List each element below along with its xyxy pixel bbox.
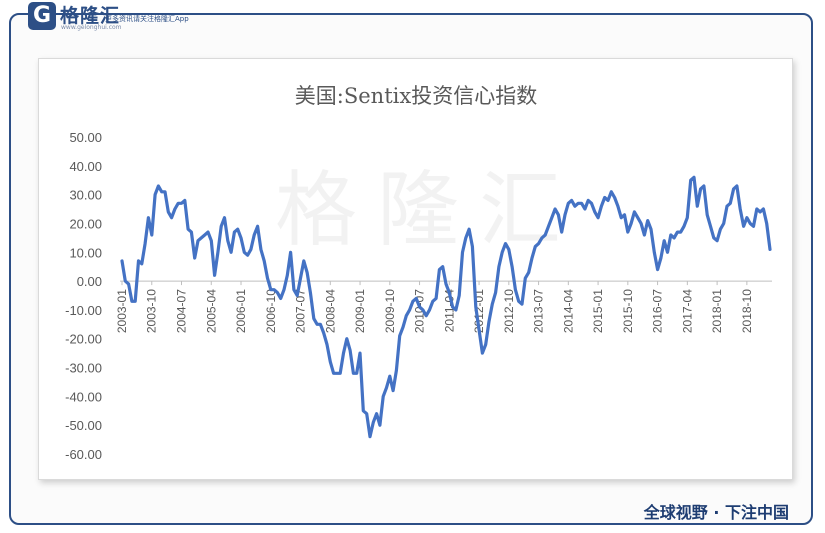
x-tick-label: 2018-01 bbox=[710, 289, 724, 333]
y-tick-label: 10.00 bbox=[69, 245, 102, 260]
x-tick-label: 2005-04 bbox=[204, 289, 218, 333]
x-axis: 2003-01 2003-10 2004-07 2005-04 2006-01 2006-… bbox=[115, 280, 772, 333]
y-tick-label: -50.00 bbox=[65, 418, 102, 433]
x-tick-label: 2017-04 bbox=[680, 289, 694, 333]
x-tick-label: 2009-10 bbox=[383, 289, 397, 333]
x-tick-label: 2016-07 bbox=[651, 289, 665, 333]
brand-slogan: 全球视野 · 下注中国 bbox=[639, 499, 793, 523]
chart-panel bbox=[38, 58, 793, 480]
x-tick-label: 2009-01 bbox=[353, 289, 367, 333]
brand-name: 格隆汇 bbox=[60, 5, 121, 27]
y-tick-label: -60.00 bbox=[65, 447, 102, 462]
x-tick-label: 2006-01 bbox=[234, 289, 248, 333]
x-tick-label: 2004-07 bbox=[175, 289, 189, 333]
watermark: 格隆汇 bbox=[275, 163, 581, 258]
y-tick-label: 40.00 bbox=[69, 159, 102, 174]
y-tick-label: 50.00 bbox=[69, 130, 102, 145]
y-tick-label: -20.00 bbox=[65, 332, 102, 347]
x-tick-label: 2008-04 bbox=[323, 289, 337, 333]
x-tick-label: 2015-10 bbox=[621, 289, 635, 333]
x-tick-label: 2013-07 bbox=[532, 289, 546, 333]
x-tick-label: 2012-10 bbox=[502, 289, 516, 333]
x-tick-label: 2003-10 bbox=[145, 289, 159, 333]
x-tick-label: 2003-01 bbox=[115, 289, 129, 333]
x-tick-label: 2007-07 bbox=[294, 289, 308, 333]
x-tick-label: 2014-04 bbox=[561, 289, 575, 333]
x-tick-label: 2015-01 bbox=[591, 289, 605, 333]
series-group bbox=[120, 175, 772, 439]
chart-title: 美国:Sentix投资信心指数 bbox=[295, 84, 537, 108]
x-tick-label: 2011-04 bbox=[442, 289, 456, 332]
y-tick-label: 20.00 bbox=[69, 216, 102, 231]
y-tick-label: -10.00 bbox=[65, 303, 102, 318]
x-tick-label: 2006-10 bbox=[264, 289, 278, 333]
x-tick-label: 2018-10 bbox=[740, 289, 754, 333]
y-tick-label: 0.00 bbox=[77, 274, 102, 289]
y-tick-label: -40.00 bbox=[65, 389, 102, 404]
brand-tagline: 更多资讯请关注格隆汇App bbox=[105, 15, 189, 23]
brand-logo-icon: G bbox=[28, 2, 56, 30]
y-axis: 50.00 40.00 30.00 20.00 10.00 0.00 -10.00 -20.0… bbox=[65, 130, 102, 462]
series-line bbox=[120, 175, 772, 439]
y-tick-label: 30.00 bbox=[69, 188, 102, 203]
brand-site: www.gelonghui.com bbox=[61, 24, 122, 31]
y-tick-label: -30.00 bbox=[65, 361, 102, 376]
